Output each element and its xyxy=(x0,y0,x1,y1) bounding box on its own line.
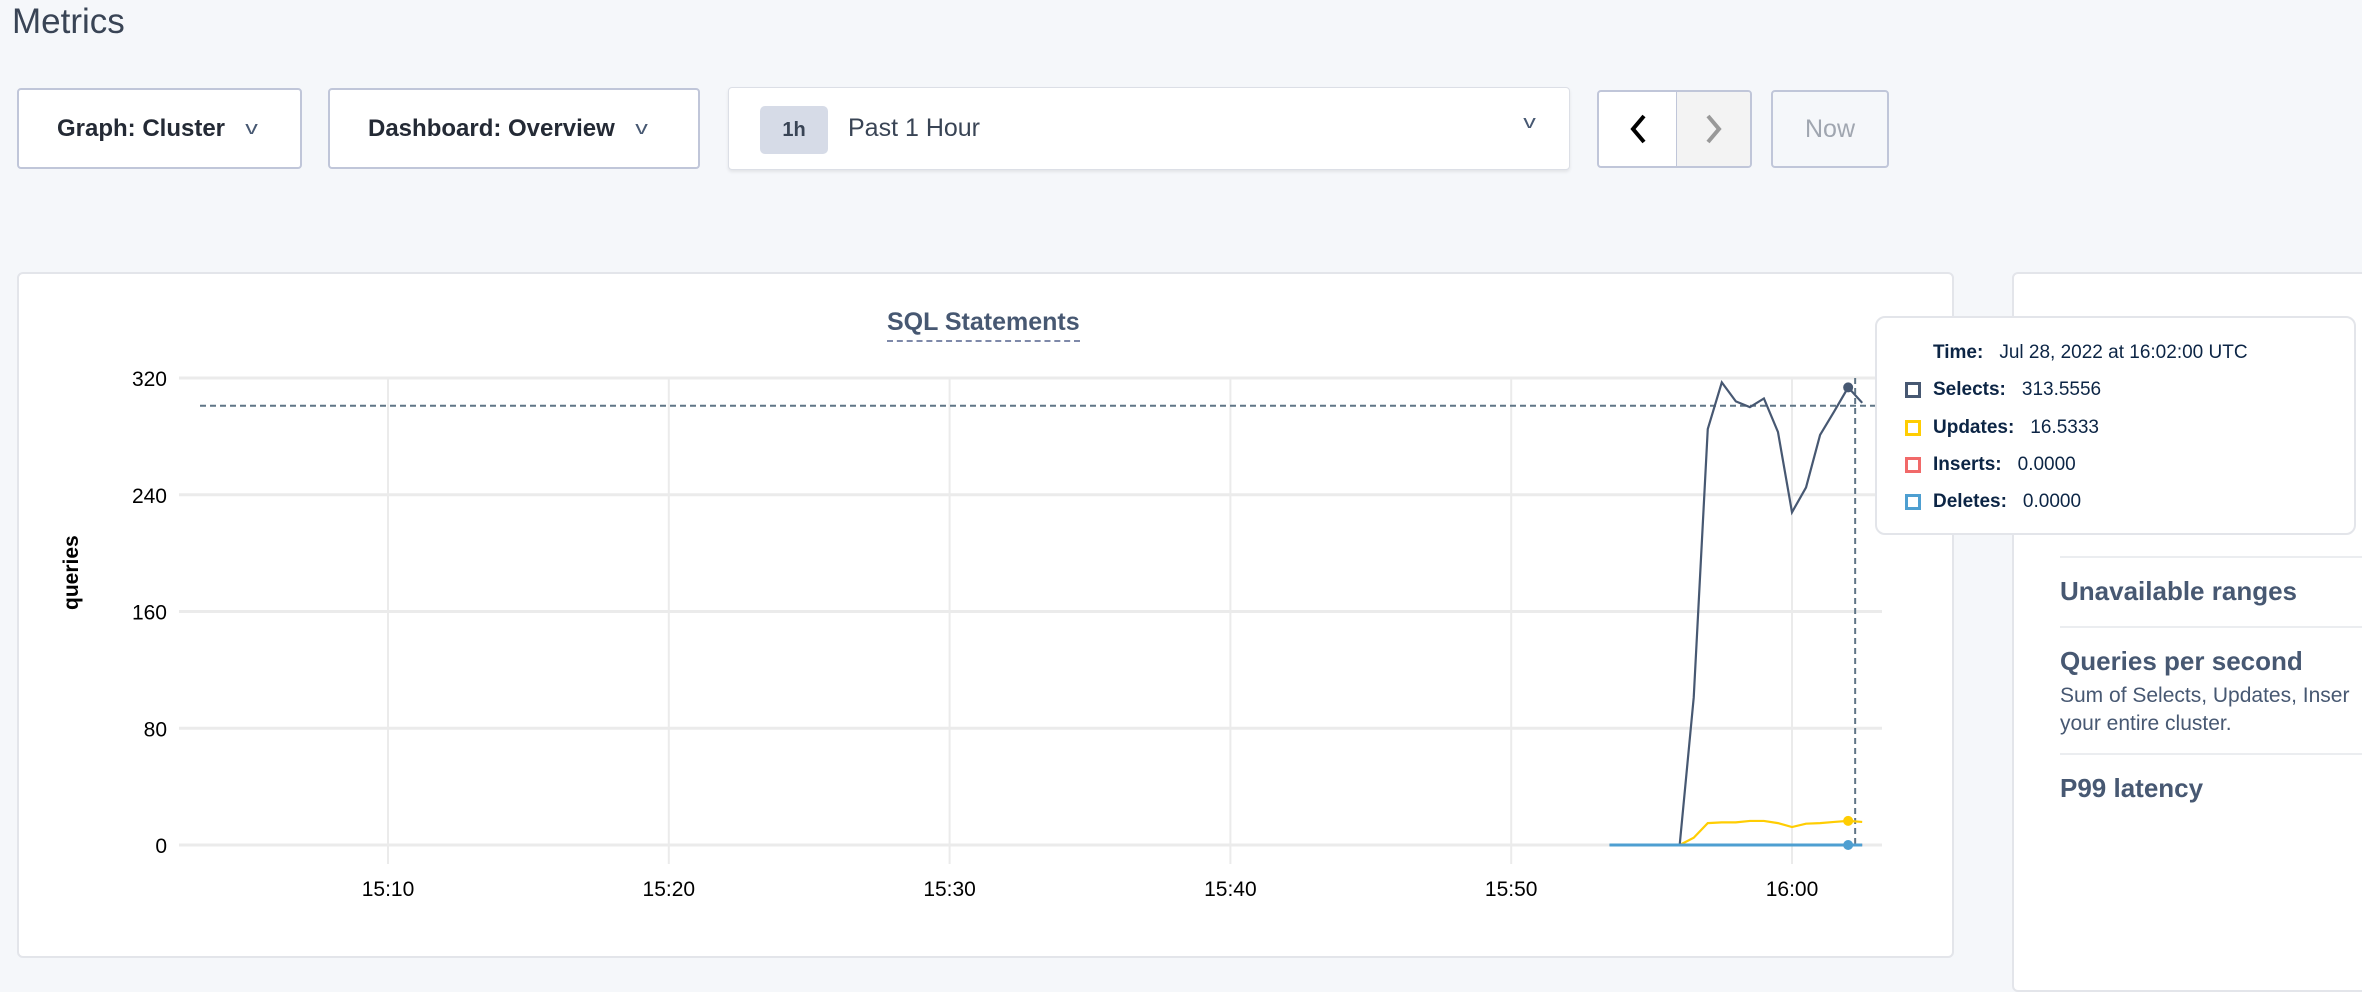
chevron-down-icon: v xyxy=(1523,112,1536,132)
tooltip-series-label: Inserts: xyxy=(1933,454,2002,475)
divider xyxy=(2060,626,2362,628)
tooltip-series-value: 0.0000 xyxy=(2022,491,2082,512)
time-range-label: Past 1 Hour xyxy=(848,114,981,142)
tooltip-series-value: 0.0000 xyxy=(2017,454,2076,475)
chart-tooltip: Time: Jul 28, 2022 at 16:02:00 UTC Selec… xyxy=(1875,316,2356,535)
summary-unavailable-ranges: Unavailable ranges xyxy=(2060,576,2297,606)
dashboard-dropdown[interactable]: Dashboard: Overview v xyxy=(328,88,700,169)
page-title: Metrics xyxy=(12,2,125,41)
summary-p99-latency: P99 latency xyxy=(2060,773,2204,803)
tooltip-series-label: Updates: xyxy=(1933,417,2015,438)
tooltip-time-label: Time: xyxy=(1933,342,1984,363)
time-range-dropdown[interactable]: 1h Past 1 Hour v xyxy=(728,87,1570,170)
legend-swatch-icon xyxy=(1905,420,1921,436)
sql-statements-chart-card xyxy=(17,272,1954,958)
chevron-left-icon xyxy=(1629,114,1646,144)
divider xyxy=(2060,556,2362,558)
chevron-down-icon: v xyxy=(245,118,258,138)
tooltip-series-label: Deletes: xyxy=(1933,491,2007,512)
tooltip-time-value: Jul 28, 2022 at 16:02:00 UTC xyxy=(1999,342,2248,363)
time-navigation xyxy=(1597,90,1752,168)
y-axis-label: queries xyxy=(60,535,83,610)
chart-title[interactable]: SQL Statements xyxy=(887,308,1080,342)
chevron-down-icon: v xyxy=(634,118,648,138)
time-range-badge: 1h xyxy=(760,106,828,154)
legend-swatch-icon xyxy=(1905,457,1921,473)
summary-queries-per-second: Queries per second xyxy=(2060,646,2303,676)
summary-description: Sum of Selects, Updates, Inser xyxy=(2060,684,2350,707)
summary-description: your entire cluster. xyxy=(2060,712,2232,735)
chevron-right-icon xyxy=(1705,114,1722,144)
tooltip-series-label: Selects: xyxy=(1933,379,2006,400)
divider xyxy=(2060,753,2362,755)
graph-dropdown-label: Graph: Cluster xyxy=(57,114,226,142)
legend-swatch-icon xyxy=(1905,382,1921,398)
next-time-button[interactable] xyxy=(1677,92,1750,166)
previous-time-button[interactable] xyxy=(1599,92,1677,166)
dashboard-dropdown-label: Dashboard: Overview xyxy=(368,114,615,142)
now-button[interactable]: Now xyxy=(1771,90,1889,168)
tooltip-series-value: 313.5556 xyxy=(2021,379,2102,400)
legend-swatch-icon xyxy=(1905,494,1921,510)
graph-dropdown[interactable]: Graph: Cluster v xyxy=(17,88,302,169)
tooltip-series-value: 16.5333 xyxy=(2030,417,2099,438)
